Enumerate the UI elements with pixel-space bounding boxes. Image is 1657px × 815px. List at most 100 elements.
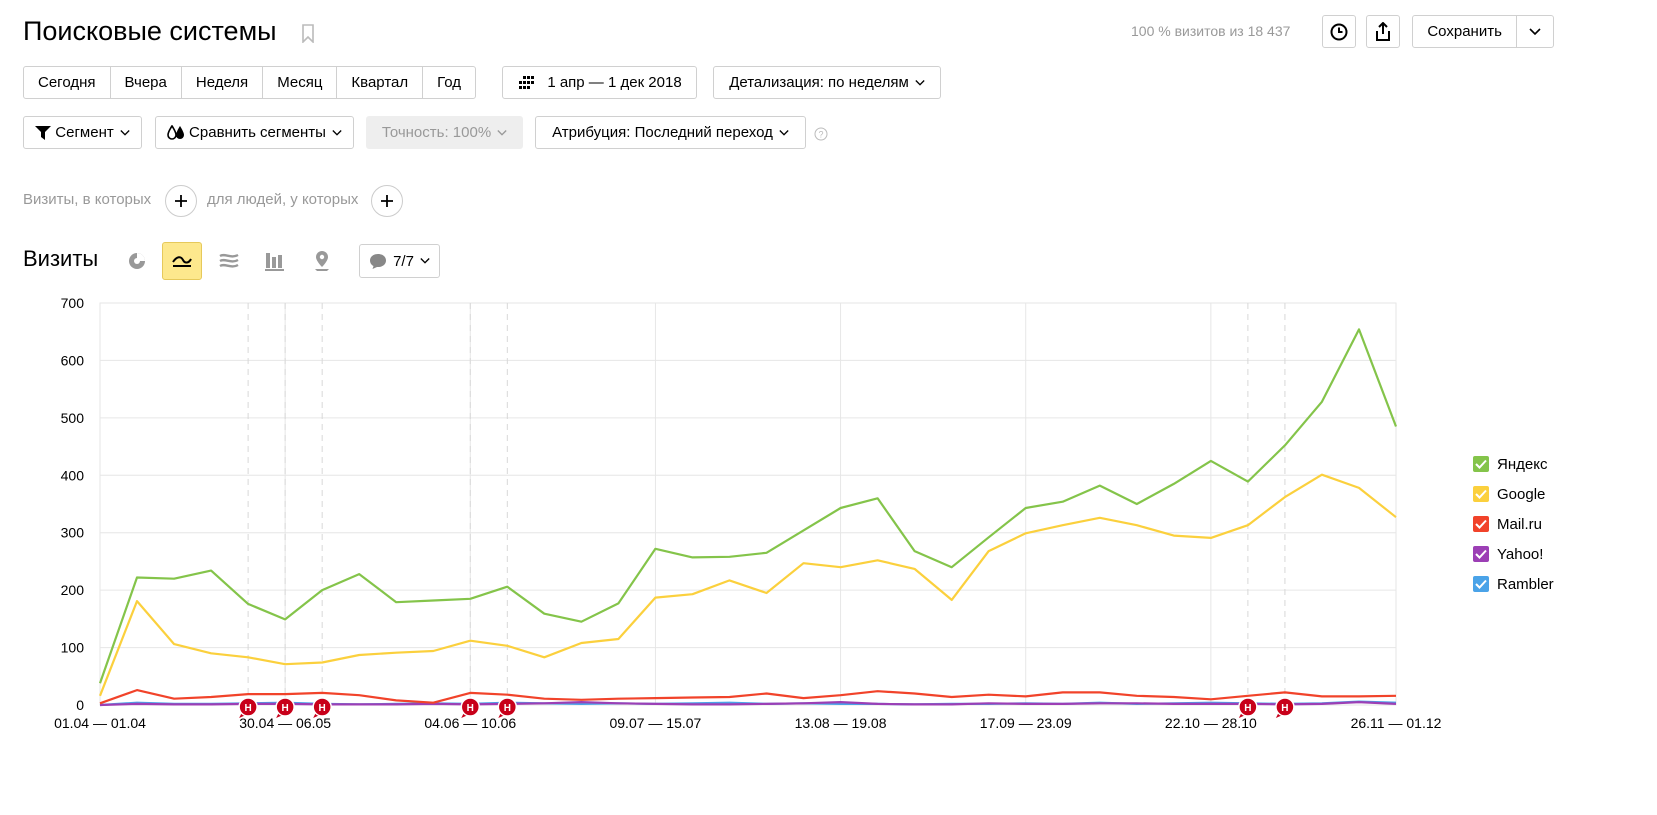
- chevron-down-icon: [332, 129, 342, 136]
- series-line-mailru: [99, 689, 1397, 705]
- y-tick-label: 600: [61, 352, 85, 368]
- clock-icon: [1330, 23, 1348, 40]
- x-tick-label: 26.11 — 01.12: [1351, 715, 1442, 731]
- plot-frame: [99, 302, 1397, 706]
- detail-label: Детализация: по неделям: [729, 74, 909, 91]
- section-title: Визиты: [23, 246, 99, 271]
- visits-line-chart: 0 100 200 300 400 500 600 700 01.04 — 01.04 30.04…: [54, 295, 1442, 731]
- pie-chart-icon: [129, 253, 145, 269]
- checkbox-checked-icon[interactable]: [1473, 576, 1489, 592]
- attribution-label: Атрибуция: Последний переход: [552, 124, 773, 141]
- map-icon: [315, 251, 329, 271]
- legend-item[interactable]: Яндекс: [1473, 449, 1554, 479]
- y-tick-label: 700: [61, 295, 85, 311]
- series-line-google: [98, 473, 1397, 697]
- compare-label: Сравнить сегменты: [189, 124, 326, 141]
- save-options-dropdown[interactable]: [1516, 16, 1553, 47]
- visits-percentage: 100 % визитов из 18 437: [1131, 23, 1291, 39]
- legend-label: Яндекс: [1497, 455, 1548, 473]
- chevron-down-icon: [779, 129, 789, 136]
- legend-label: Yahoo!: [1497, 545, 1544, 563]
- y-tick-label: 400: [61, 467, 85, 483]
- legend-item[interactable]: Yahoo!: [1473, 539, 1554, 569]
- checkbox-checked-icon[interactable]: [1473, 546, 1489, 562]
- y-tick-label: 100: [61, 640, 85, 656]
- line-chart-icon: [172, 256, 192, 267]
- bookmark-icon[interactable]: [302, 24, 314, 43]
- attribution-dropdown[interactable]: Атрибуция: Последний переход: [535, 116, 806, 149]
- compare-drops-icon: [167, 124, 185, 140]
- bar-chart-view-button[interactable]: [255, 242, 295, 280]
- annotation-marker: [1238, 697, 1258, 717]
- checkbox-checked-icon[interactable]: [1473, 486, 1489, 502]
- period-month[interactable]: Месяц: [263, 67, 338, 98]
- line-chart-view-button[interactable]: [162, 242, 202, 280]
- period-today[interactable]: Сегодня: [24, 67, 111, 98]
- date-range-button[interactable]: 1 апр — 1 дек 2018: [502, 66, 697, 99]
- people-condition-label: для людей, у которых: [207, 191, 359, 208]
- save-button[interactable]: Сохранить: [1427, 23, 1502, 40]
- plus-icon: [175, 195, 187, 207]
- segment-dropdown[interactable]: Сегмент: [23, 116, 142, 149]
- x-tick-label: 17.09 — 23.09: [980, 715, 1072, 731]
- segment-label: Сегмент: [55, 124, 114, 141]
- annotation-marker: [497, 697, 518, 717]
- checkbox-checked-icon[interactable]: [1473, 516, 1489, 532]
- area-chart-icon: [219, 253, 239, 268]
- x-tick-label: 04.06 — 10.06: [424, 715, 516, 731]
- annotation-marker-label: Н: [1281, 703, 1288, 714]
- detail-dropdown[interactable]: Детализация: по неделям: [713, 66, 941, 99]
- legend-item[interactable]: Google: [1473, 479, 1554, 509]
- legend-label: Mail.ru: [1497, 515, 1543, 533]
- filter-icon: [35, 125, 52, 140]
- export-icon: [1376, 21, 1390, 41]
- x-tick-label: 01.04 — 01.04: [54, 715, 146, 731]
- annotation-marker: [238, 697, 258, 717]
- add-visit-condition-button[interactable]: [165, 185, 197, 217]
- calendar-icon: [519, 75, 535, 89]
- map-view-button[interactable]: [302, 242, 342, 280]
- chart-legend: Яндекс Google Mail.ru Yahoo! Rambler: [1473, 449, 1554, 599]
- visits-condition-label: Визиты, в которых: [23, 191, 152, 208]
- chevron-down-icon: [1529, 27, 1541, 35]
- legend-label: Rambler: [1497, 575, 1554, 593]
- history-button[interactable]: [1322, 15, 1356, 48]
- date-range-label: 1 апр — 1 дек 2018: [547, 74, 682, 91]
- period-quarter[interactable]: Квартал: [337, 67, 424, 98]
- checkbox-checked-icon[interactable]: [1473, 456, 1489, 472]
- bar-chart-icon: [265, 253, 284, 271]
- accuracy-dropdown[interactable]: Точность: 100%: [366, 116, 523, 149]
- page-title: Поисковые системы: [23, 16, 277, 46]
- question-icon[interactable]: ?: [814, 127, 828, 141]
- x-tick-label: 22.10 — 28.10: [1165, 715, 1257, 731]
- legend-label: Google: [1497, 485, 1546, 503]
- annotation-marker-label: Н: [504, 703, 511, 714]
- period-selector: Сегодня Вчера Неделя Месяц Квартал Год: [23, 66, 477, 99]
- annotations-dropdown[interactable]: 7/7: [359, 244, 440, 278]
- y-tick-label: 0: [76, 697, 84, 713]
- x-tick-label: 30.04 — 06.05: [239, 715, 331, 731]
- annotation-marker-label: Н: [467, 703, 474, 714]
- y-tick-label: 300: [61, 525, 85, 541]
- legend-item[interactable]: Rambler: [1473, 569, 1554, 599]
- svg-text:?: ?: [818, 130, 823, 140]
- area-chart-view-button[interactable]: [209, 242, 249, 280]
- chevron-down-icon: [497, 129, 507, 136]
- series-line-яндекс: [98, 328, 1398, 684]
- compare-segments-dropdown[interactable]: Сравнить сегменты: [155, 116, 354, 149]
- period-yesterday[interactable]: Вчера: [111, 67, 182, 98]
- add-people-condition-button[interactable]: [371, 185, 403, 217]
- y-tick-label: 200: [61, 582, 85, 598]
- annotation-marker: [312, 697, 332, 717]
- y-tick-label: 500: [61, 410, 85, 426]
- legend-item[interactable]: Mail.ru: [1473, 509, 1554, 539]
- export-button[interactable]: [1366, 15, 1400, 48]
- save-button-group: Сохранить: [1412, 15, 1554, 48]
- x-tick-label: 09.07 — 15.07: [609, 715, 701, 731]
- comment-icon: [370, 254, 387, 269]
- pie-chart-view-button[interactable]: [117, 242, 157, 280]
- period-week[interactable]: Неделя: [182, 67, 264, 98]
- period-year[interactable]: Год: [437, 74, 462, 91]
- chevron-down-icon: [120, 129, 130, 136]
- annotation-marker-label: Н: [1244, 703, 1251, 714]
